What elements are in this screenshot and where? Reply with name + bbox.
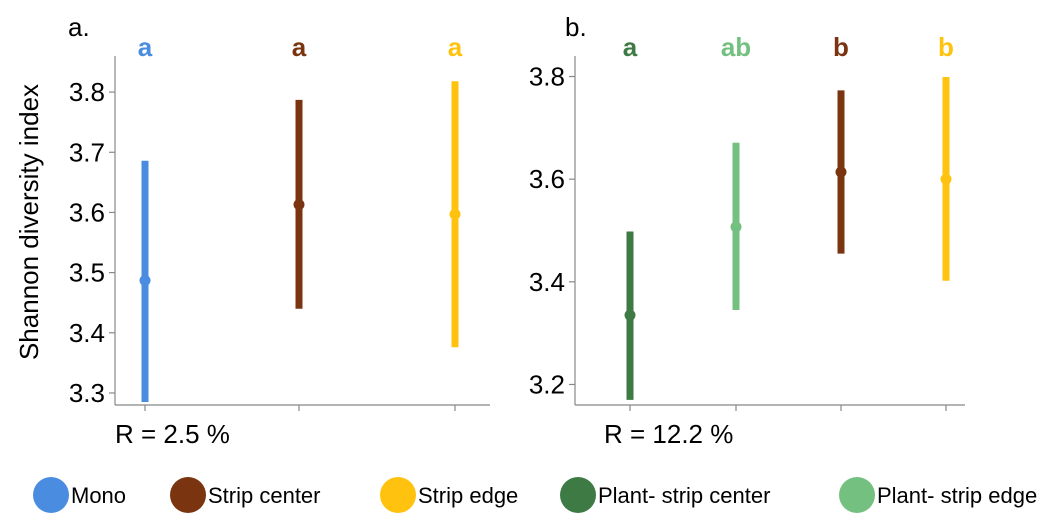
y-tick-label: 3.5 [69,258,105,288]
significance-letter: b [833,32,849,62]
y-tick-label: 3.4 [69,318,105,348]
legend-item: Strip center [170,477,321,513]
mean-point [730,221,742,233]
legend: Mono Strip center Strip edge Plant- strip c… [33,477,1037,513]
legend-label: Strip edge [418,483,518,508]
y-axis-label: Shannon diversity index [14,84,44,360]
y-tick-label: 3.6 [529,164,565,194]
y-tick-label: 3.8 [69,77,105,107]
significance-letter: a [138,32,153,62]
r-annotation: R = 12.2 % [604,419,733,449]
y-tick-label: 3.7 [69,137,105,167]
significance-letter: a [292,32,307,62]
legend-swatch [839,477,875,513]
significance-letter: b [938,32,954,62]
mean-point [835,166,847,178]
legend-swatch [560,477,596,513]
significance-letter: a [623,32,638,62]
y-tick-label: 3.3 [69,378,105,408]
y-tick-label: 3.2 [529,369,565,399]
y-tick-label: 3.6 [69,197,105,227]
legend-label: Mono [71,483,126,508]
significance-letter: ab [721,32,751,62]
y-tick-label: 3.4 [529,267,565,297]
mean-point [449,208,461,220]
r-annotation: R = 2.5 % [115,419,230,449]
panel-label: a. [68,12,90,42]
y-tick-label: 3.8 [529,62,565,92]
mean-point [293,199,305,211]
legend-swatch [380,477,416,513]
legend-item: Strip edge [380,477,518,513]
mean-point [139,274,151,286]
mean-point [624,309,636,321]
legend-item: Mono [33,477,126,513]
significance-letter: a [448,32,463,62]
legend-label: Plant- strip center [598,483,770,508]
legend-swatch [33,477,69,513]
legend-label: Plant- strip edge [877,483,1037,508]
panel-b: b. 3.2 3.4 3.6 3.8 a ab b b R = 12.2 % [529,12,965,449]
legend-item: Plant- strip center [560,477,770,513]
legend-swatch [170,477,206,513]
legend-label: Strip center [208,483,321,508]
panel-a: a. 3.3 3.4 3.5 3.6 3.7 3.8 a a a R = 2.5 % [68,12,490,449]
legend-item: Plant- strip edge [839,477,1037,513]
mean-point [940,173,952,185]
panel-label: b. [565,12,587,42]
